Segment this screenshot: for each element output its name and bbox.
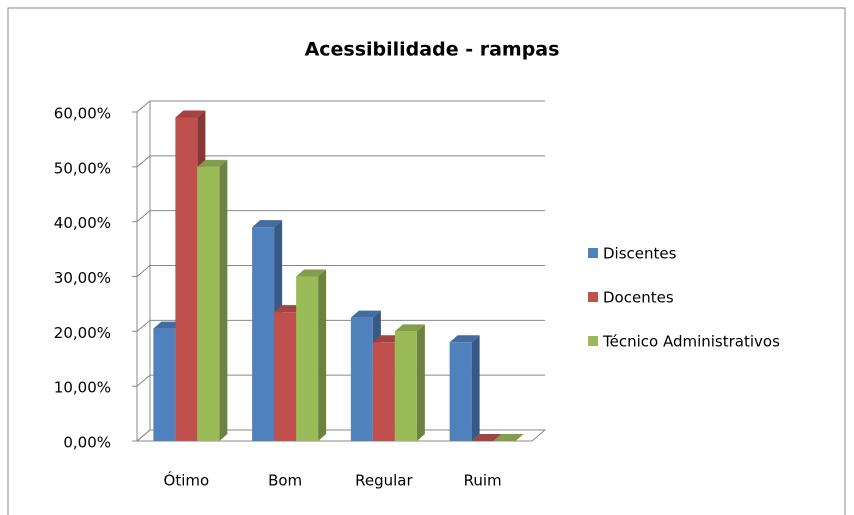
x-tick-label: Ótimo (164, 471, 210, 490)
chart-title: Acessibilidade - rampas (305, 39, 560, 61)
bar (296, 276, 319, 441)
bar-top (175, 110, 206, 118)
legend-label: Discentes (603, 245, 677, 263)
legend-swatch (588, 292, 598, 302)
grid-line (136, 210, 151, 223)
bar-top (471, 434, 502, 441)
bar (350, 317, 373, 441)
bar-side (416, 324, 425, 441)
bar (252, 227, 275, 441)
bar (274, 312, 297, 441)
bar-top (197, 159, 228, 167)
y-tick-label: 0,00% (63, 434, 111, 452)
bar-top (252, 220, 283, 228)
bar (153, 328, 176, 441)
chart-frame (7, 7, 846, 515)
bar-top (493, 434, 524, 441)
bar (449, 342, 472, 441)
bar (175, 117, 198, 441)
y-tick-label: 50,00% (54, 159, 111, 177)
bar-top (394, 324, 425, 332)
grid-line (136, 100, 151, 113)
y-tick-label: 20,00% (54, 324, 111, 342)
y-tick-label: 40,00% (54, 214, 111, 232)
y-tick-label: 30,00% (54, 269, 111, 287)
grid-line (136, 265, 151, 277)
bar-top (296, 269, 327, 277)
bar-side (471, 335, 480, 441)
bar (394, 331, 417, 441)
legend-label: Técnico Administrativos (602, 333, 780, 351)
grid-line (136, 374, 151, 387)
legend-label: Docentes (603, 289, 674, 307)
bar-side (219, 159, 228, 442)
bar (197, 166, 220, 442)
grid-line (136, 155, 151, 168)
grid-line (136, 319, 151, 332)
legend-swatch (588, 336, 598, 346)
x-tick-label: Regular (355, 472, 413, 490)
bar-top (449, 335, 480, 343)
y-tick-label: 10,00% (54, 379, 111, 397)
bar (372, 342, 395, 441)
bar-side (318, 269, 327, 441)
x-tick-label: Ruim (464, 472, 502, 490)
y-tick-label: 60,00% (54, 105, 111, 123)
legend-swatch (588, 248, 598, 258)
x-tick-label: Bom (268, 472, 302, 490)
bar-top (350, 310, 381, 318)
